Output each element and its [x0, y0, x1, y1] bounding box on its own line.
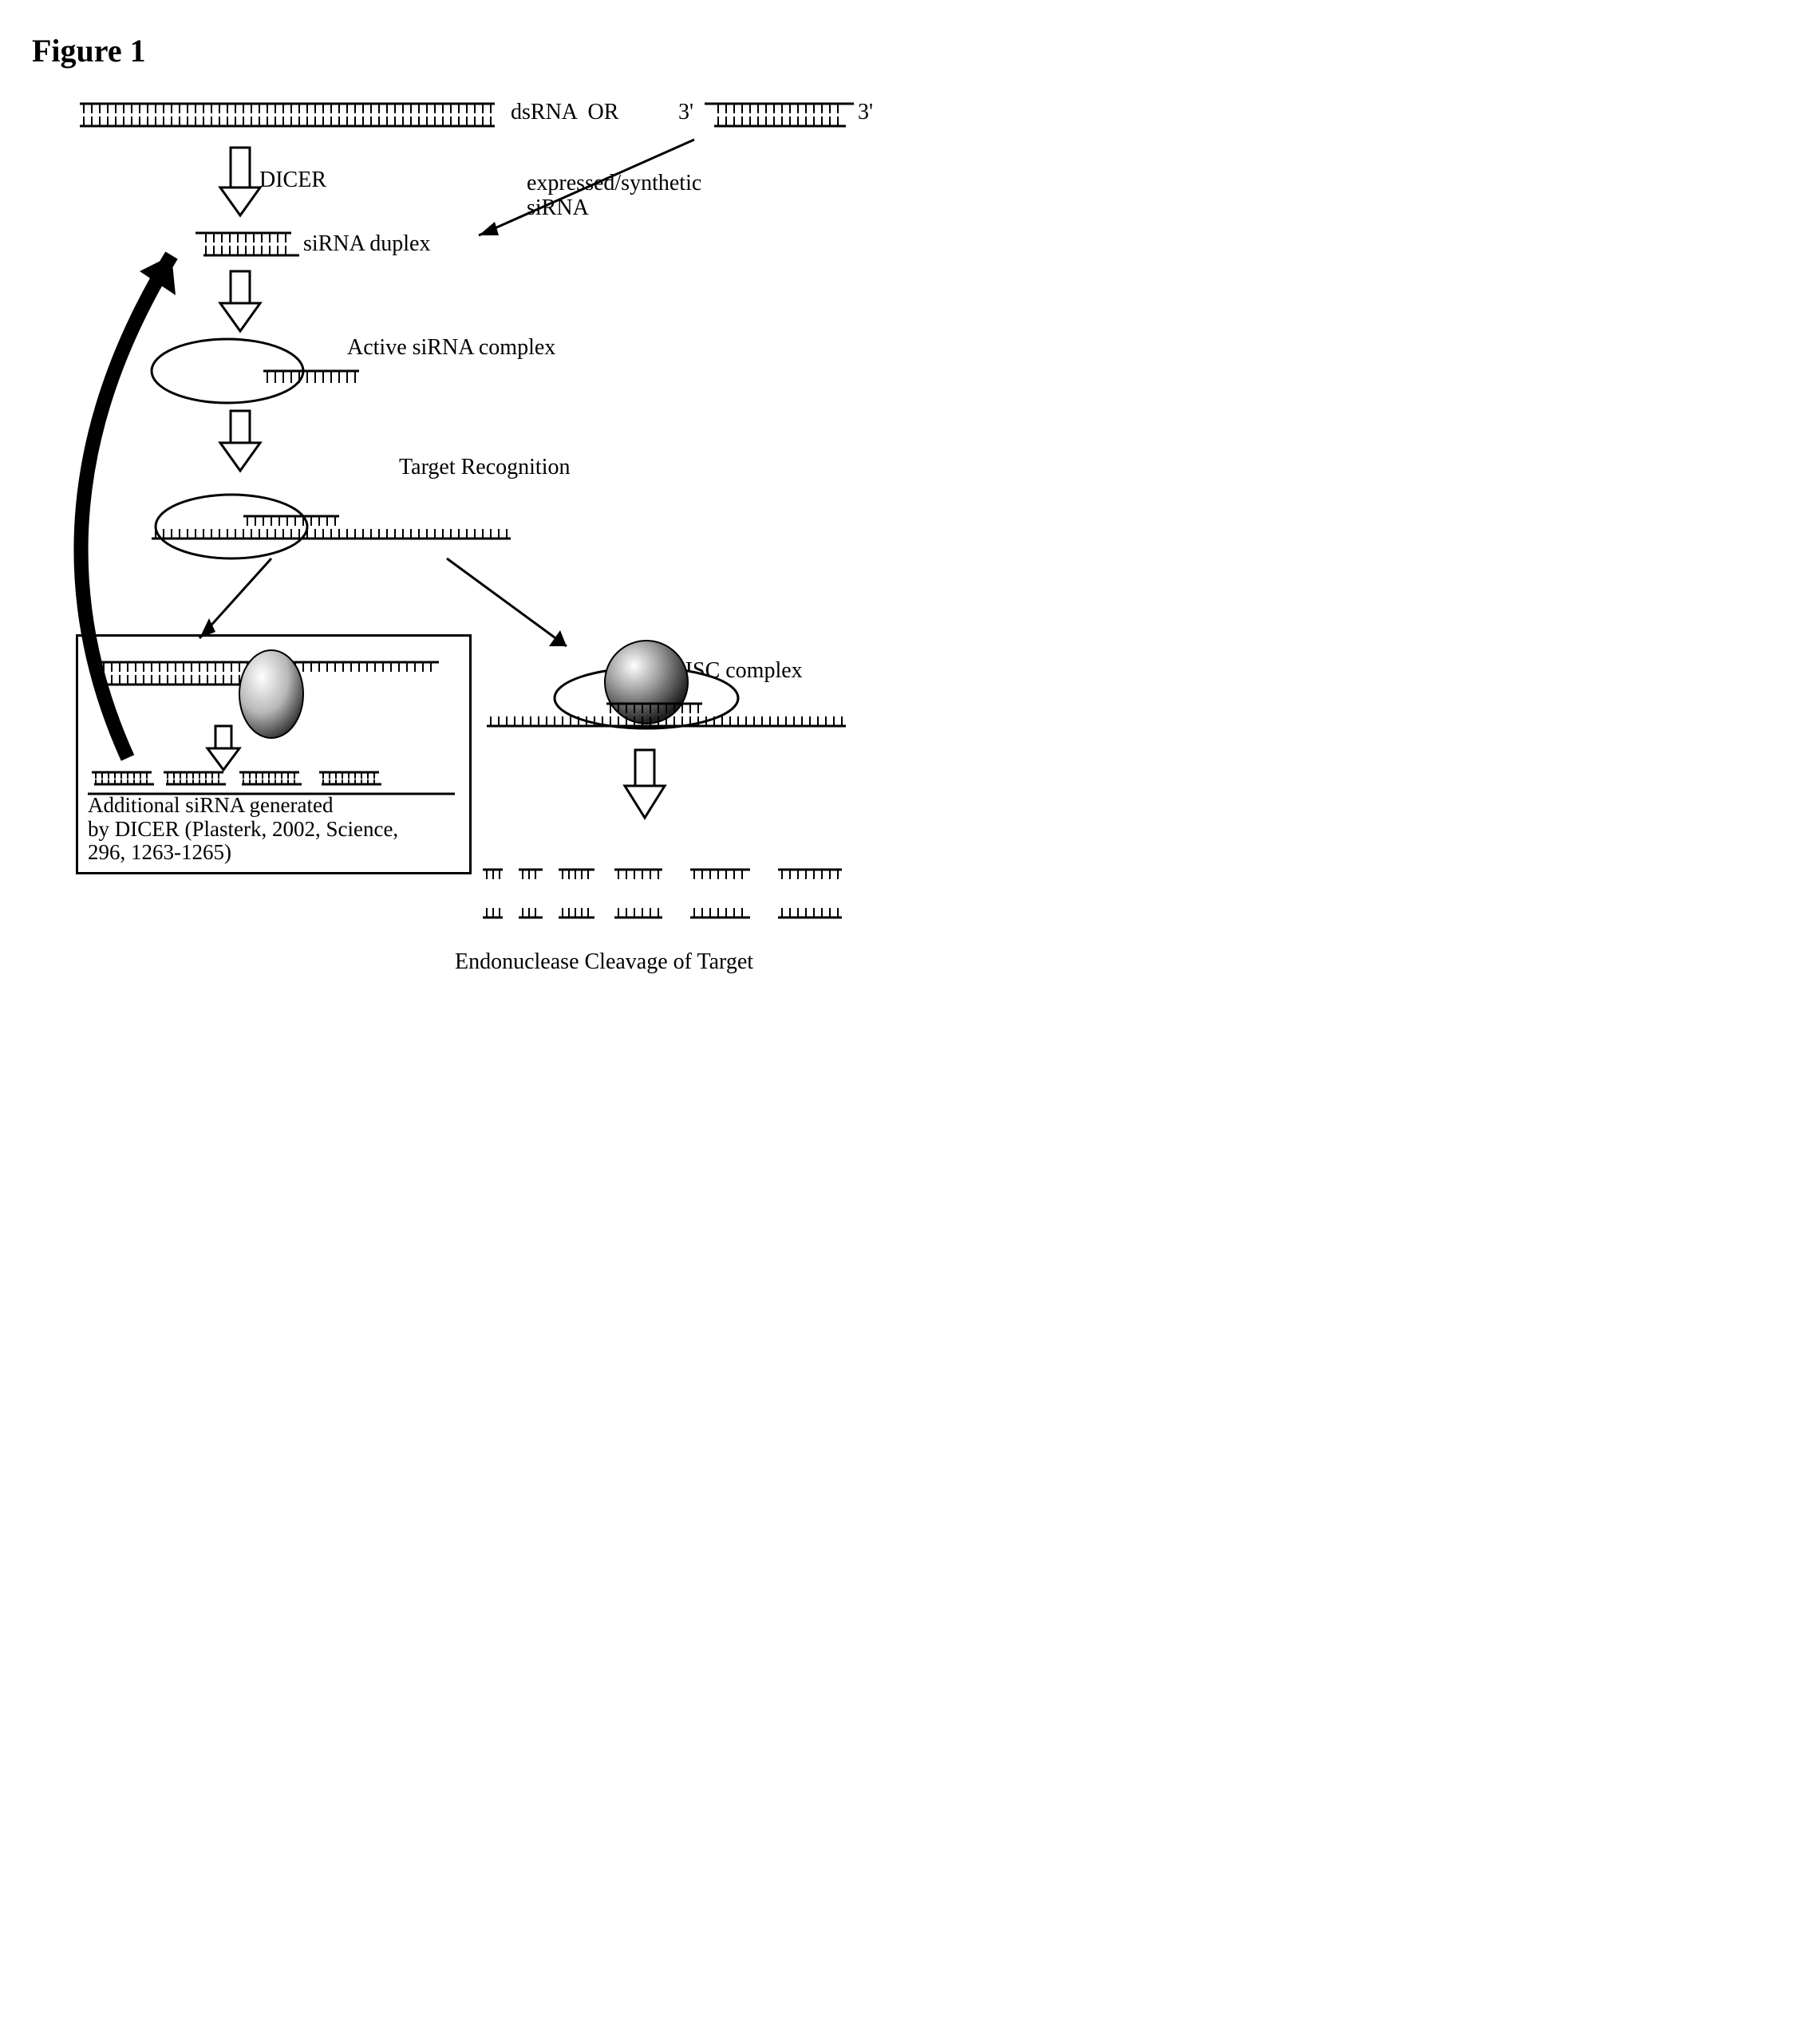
arrow-to-risc: [447, 558, 567, 646]
sirna-fragments-ticks: [487, 870, 838, 879]
sirna-short-top: [705, 104, 854, 126]
arrow-expressed: [479, 140, 694, 235]
figure-1-container: Figure 1 dsRNA OR 3' 3' DICER expressed/…: [32, 32, 910, 1021]
cleaved-target-ticks: [487, 908, 838, 917]
active-sirna-complex: [152, 339, 359, 403]
dsrna-long: [80, 104, 495, 126]
arrow-to-active: [220, 271, 260, 331]
rdrp-dsrna: [100, 650, 439, 738]
target-recognition-complex: [152, 495, 511, 558]
sirna-duplex: [196, 233, 299, 255]
arrow-dicer: [220, 148, 260, 215]
arrow-to-cleavage: [625, 750, 665, 818]
risc-complex: [487, 641, 846, 728]
arrow-to-rdrp: [199, 558, 271, 638]
diagram-svg: [32, 32, 910, 1021]
arrow-rdrp-to-frag: [207, 726, 239, 770]
rdrp-fragments: [88, 772, 455, 794]
arrow-to-target-recognition: [220, 411, 260, 471]
